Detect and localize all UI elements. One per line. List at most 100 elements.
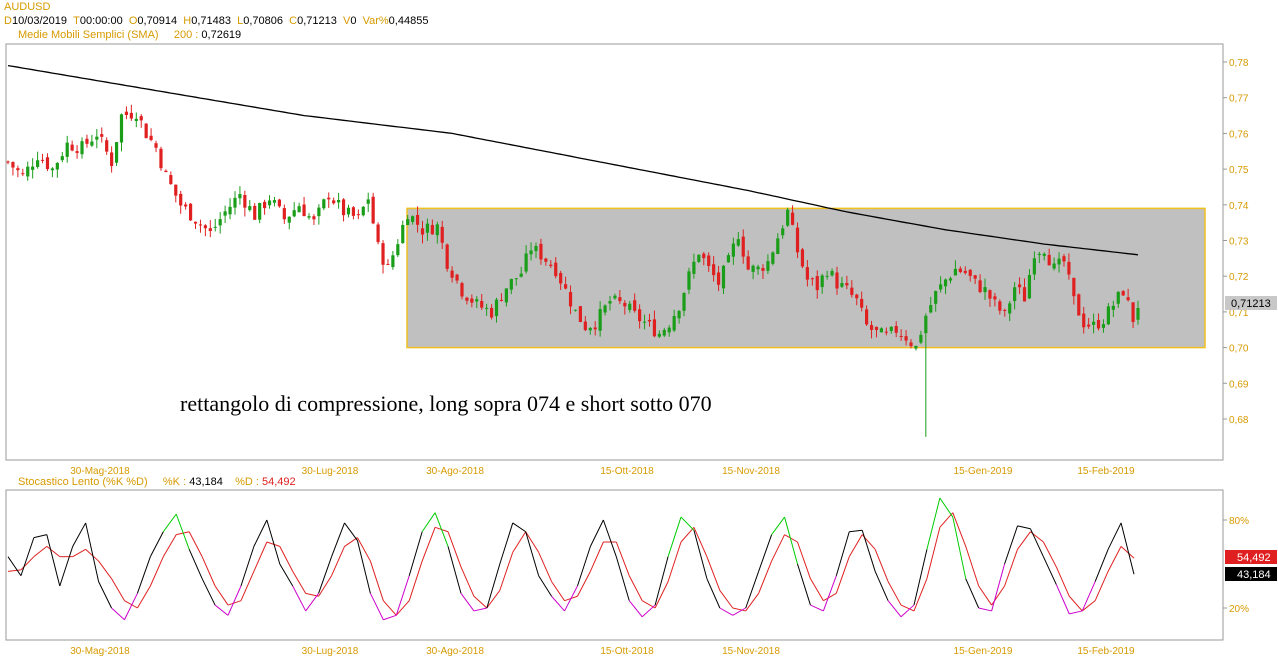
k-line-segment: [615, 556, 630, 601]
candle-body: [361, 206, 365, 216]
k-line-segment: [331, 522, 345, 557]
candle-body: [790, 212, 795, 225]
candle-body: [647, 319, 652, 322]
d-line-segment: [33, 546, 48, 558]
d-line-segment: [421, 527, 436, 562]
candle-body: [712, 264, 716, 276]
candle-body: [307, 216, 311, 218]
k-line-segment: [849, 529, 863, 533]
candle-body: [70, 144, 74, 151]
candle-body: [825, 275, 829, 277]
k-line-segment: [98, 581, 112, 609]
candle-body: [494, 299, 499, 317]
candle-body: [1032, 258, 1036, 275]
candle-body: [741, 236, 745, 257]
candle-body: [213, 226, 217, 228]
candle-body: [593, 327, 597, 330]
candle-body: [894, 326, 898, 333]
candle-body: [746, 256, 750, 270]
candle-body: [549, 264, 553, 267]
d-line-segment: [784, 534, 798, 543]
d-line-segment: [577, 571, 591, 597]
k-line-segment: [447, 546, 462, 594]
candle-body: [677, 310, 681, 319]
k-line-segment: [188, 549, 203, 579]
candle-body: [909, 342, 913, 347]
candle-body: [218, 219, 222, 226]
candle-body: [1116, 291, 1120, 304]
d-line-segment: [111, 578, 125, 601]
d-line-segment: [136, 585, 151, 609]
k-line-segment: [861, 530, 876, 572]
candle-body: [519, 273, 523, 277]
k-line-segment: [874, 571, 889, 601]
candle-body: [184, 204, 188, 207]
k-line-segment: [383, 614, 397, 621]
k-line-segment: [719, 607, 734, 616]
candle-body: [682, 292, 686, 311]
candle-body: [578, 306, 583, 322]
candle-body: [795, 227, 800, 253]
d-line-segment: [680, 527, 695, 543]
candle-body: [939, 284, 943, 290]
candle-body: [899, 335, 903, 337]
d-line-segment: [719, 590, 734, 609]
k-line-segment: [538, 575, 553, 597]
d-line-segment: [188, 531, 203, 557]
oscillator-y-axis: 80% 20%: [1223, 516, 1249, 615]
candle-body: [119, 114, 124, 143]
d-line-segment: [835, 556, 850, 594]
candle-body: [159, 148, 163, 169]
candle-body: [865, 309, 869, 325]
candle-body: [608, 301, 612, 304]
candle-body: [258, 202, 262, 220]
candle-body: [26, 166, 30, 177]
x-tick-label: 30-Ago-2018: [426, 646, 484, 657]
k-line-segment: [589, 519, 604, 547]
k-line-segment: [1094, 549, 1109, 582]
candle-body: [85, 138, 89, 144]
candle-body: [642, 321, 647, 323]
candle-body: [988, 290, 992, 299]
candle-body: [396, 244, 400, 256]
candle-body: [337, 199, 341, 203]
candle-body: [934, 291, 938, 304]
d-line-segment: [628, 575, 643, 601]
candle-body: [386, 263, 390, 265]
k-line-segment: [926, 497, 941, 550]
candle-body: [509, 278, 513, 290]
v-value: 0: [350, 15, 357, 27]
osc-name: Stocastico Lento (%K %D): [18, 476, 148, 488]
k-line-segment: [706, 578, 721, 609]
k-line-segment: [1017, 525, 1031, 530]
candle-body: [544, 258, 548, 262]
k-line-segment: [1069, 610, 1083, 615]
k-line-segment: [201, 578, 216, 606]
last-price-tag-bg: [1225, 296, 1277, 310]
candle-body: [633, 300, 637, 311]
k-line-segment: [1120, 522, 1135, 575]
candle-body: [144, 123, 148, 139]
d-line-segment: [939, 512, 954, 528]
candle-body: [731, 243, 735, 257]
candle-body: [529, 250, 533, 255]
x-tick-label: 15-Nov-2018: [722, 646, 780, 657]
candle-body: [983, 287, 987, 293]
k-line-segment: [654, 556, 669, 606]
var-label: Var%: [362, 15, 389, 27]
x-tick-label: 15-Ott-2018: [600, 466, 654, 477]
candle-body: [297, 206, 301, 213]
candle-body: [292, 210, 296, 217]
d-line-segment: [7, 569, 21, 572]
candle-body: [1047, 254, 1051, 266]
k-line-segment: [745, 571, 760, 609]
candle-body: [662, 329, 666, 336]
k-line-segment: [1055, 584, 1070, 615]
k-line-segment: [887, 600, 902, 618]
candle-body: [238, 194, 242, 199]
d-line-segment: [551, 581, 565, 601]
k-line-segment: [564, 585, 578, 612]
price-panel-frame: [5, 43, 1224, 461]
candle-body: [554, 262, 558, 277]
candle-body: [914, 345, 918, 349]
